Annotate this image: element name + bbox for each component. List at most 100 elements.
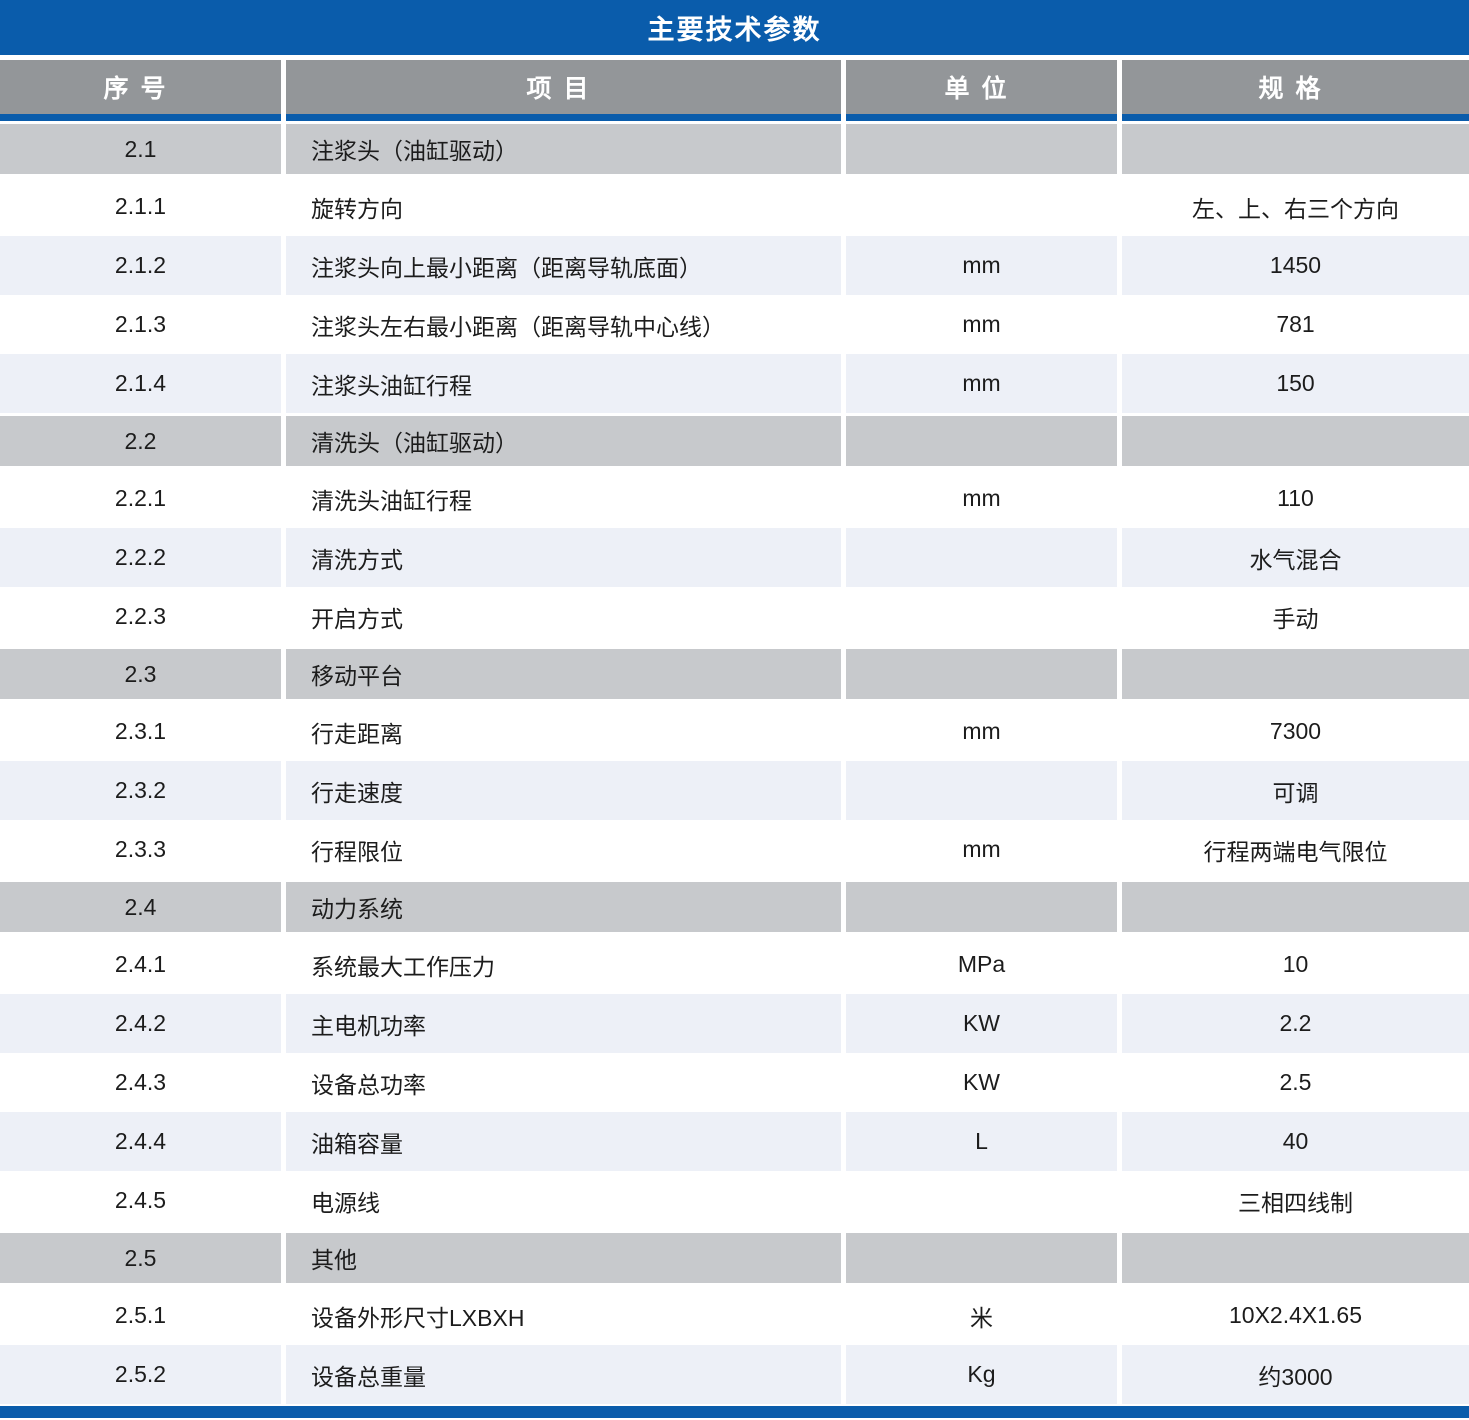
cell-spec (1122, 1233, 1469, 1283)
table-row: 2.3 移动平台 (0, 649, 1469, 699)
cell-spec: 2.5 (1122, 1053, 1469, 1112)
table-row: 2.2 清洗头（油缸驱动） (0, 416, 1469, 466)
cell-no: 2.5 (0, 1233, 286, 1283)
cell-item: 清洗方式 (286, 528, 846, 587)
cell-unit: KW (846, 1053, 1122, 1112)
cell-spec: 40 (1122, 1112, 1469, 1171)
cell-unit: mm (846, 820, 1122, 879)
cell-item: 动力系统 (286, 882, 846, 932)
cell-no: 2.1.3 (0, 295, 286, 354)
cell-no: 2.2 (0, 416, 286, 466)
cell-no: 2.4.4 (0, 1112, 286, 1171)
table-row: 2.1 注浆头（油缸驱动） (0, 124, 1469, 174)
cell-unit: mm (846, 295, 1122, 354)
underline-segment (846, 114, 1122, 121)
cell-item: 电源线 (286, 1171, 846, 1230)
table-row: 2.1.3 注浆头左右最小距离（距离导轨中心线） mm 781 (0, 295, 1469, 354)
cell-spec: 可调 (1122, 761, 1469, 820)
table-body: 2.1 注浆头（油缸驱动） 2.1.1 旋转方向 左、上、右三个方向 2.1.2… (0, 124, 1469, 1404)
cell-no: 2.4 (0, 882, 286, 932)
cell-spec: 150 (1122, 354, 1469, 413)
cell-item: 油箱容量 (286, 1112, 846, 1171)
cell-item: 开启方式 (286, 587, 846, 646)
cell-spec: 约3000 (1122, 1345, 1469, 1404)
cell-item: 设备外形尺寸LXBXH (286, 1286, 846, 1345)
cell-unit (846, 1233, 1122, 1283)
cell-no: 2.4.5 (0, 1171, 286, 1230)
cell-unit: mm (846, 236, 1122, 295)
cell-no: 2.2.1 (0, 469, 286, 528)
table-row: 2.4.3 设备总功率 KW 2.5 (0, 1053, 1469, 1112)
table-row: 2.1.1 旋转方向 左、上、右三个方向 (0, 177, 1469, 236)
cell-spec (1122, 649, 1469, 699)
table-row: 2.4.4 油箱容量 L 40 (0, 1112, 1469, 1171)
table-row: 2.4.2 主电机功率 KW 2.2 (0, 994, 1469, 1053)
cell-item: 行走距离 (286, 702, 846, 761)
cell-no: 2.3.3 (0, 820, 286, 879)
cell-item: 其他 (286, 1233, 846, 1283)
cell-no: 2.1.2 (0, 236, 286, 295)
table-row: 2.1.4 注浆头油缸行程 mm 150 (0, 354, 1469, 413)
cell-unit: KW (846, 994, 1122, 1053)
table-row: 2.5.2 设备总重量 Kg 约3000 (0, 1345, 1469, 1404)
header-underline (0, 114, 1469, 121)
table-row: 2.3.3 行程限位 mm 行程两端电气限位 (0, 820, 1469, 879)
cell-unit: 米 (846, 1286, 1122, 1345)
cell-item: 行程限位 (286, 820, 846, 879)
header-cell-unit: 单位 (846, 60, 1122, 114)
cell-no: 2.1 (0, 124, 286, 174)
cell-item: 注浆头左右最小距离（距离导轨中心线） (286, 295, 846, 354)
cell-spec: 2.2 (1122, 994, 1469, 1053)
cell-no: 2.3.1 (0, 702, 286, 761)
cell-item: 行走速度 (286, 761, 846, 820)
cell-no: 2.5.1 (0, 1286, 286, 1345)
cell-item: 移动平台 (286, 649, 846, 699)
cell-no: 2.1.1 (0, 177, 286, 236)
cell-spec: 781 (1122, 295, 1469, 354)
cell-unit (846, 587, 1122, 646)
cell-unit (846, 882, 1122, 932)
underline-segment (0, 114, 286, 121)
cell-spec: 1450 (1122, 236, 1469, 295)
cell-no: 2.5.2 (0, 1345, 286, 1404)
cell-item: 清洗头油缸行程 (286, 469, 846, 528)
table-row: 2.3.2 行走速度 可调 (0, 761, 1469, 820)
cell-unit (846, 649, 1122, 699)
cell-spec: 左、上、右三个方向 (1122, 177, 1469, 236)
cell-spec: 三相四线制 (1122, 1171, 1469, 1230)
cell-unit (846, 528, 1122, 587)
cell-item: 设备总重量 (286, 1345, 846, 1404)
header-cell-spec: 规格 (1122, 60, 1469, 114)
cell-no: 2.3.2 (0, 761, 286, 820)
table-header-row: 序号 项目 单位 规格 (0, 60, 1469, 114)
cell-unit: mm (846, 354, 1122, 413)
table-title-bar: 主要技术参数 (0, 0, 1469, 55)
table-row: 2.3.1 行走距离 mm 7300 (0, 702, 1469, 761)
cell-no: 2.4.1 (0, 935, 286, 994)
cell-spec: 110 (1122, 469, 1469, 528)
cell-unit (846, 177, 1122, 236)
table-row: 2.5 其他 (0, 1233, 1469, 1283)
table-row: 2.5.1 设备外形尺寸LXBXH 米 10X2.4X1.65 (0, 1286, 1469, 1345)
cell-no: 2.1.4 (0, 354, 286, 413)
cell-unit: Kg (846, 1345, 1122, 1404)
cell-unit: L (846, 1112, 1122, 1171)
header-cell-item: 项目 (286, 60, 846, 114)
cell-spec: 10X2.4X1.65 (1122, 1286, 1469, 1345)
cell-unit: mm (846, 702, 1122, 761)
cell-item: 系统最大工作压力 (286, 935, 846, 994)
cell-item: 注浆头油缸行程 (286, 354, 846, 413)
cell-unit (846, 761, 1122, 820)
underline-segment (1122, 114, 1469, 121)
cell-unit (846, 1171, 1122, 1230)
cell-item: 注浆头（油缸驱动） (286, 124, 846, 174)
table-row: 2.1.2 注浆头向上最小距离（距离导轨底面） mm 1450 (0, 236, 1469, 295)
cell-spec: 行程两端电气限位 (1122, 820, 1469, 879)
cell-item: 旋转方向 (286, 177, 846, 236)
cell-unit (846, 124, 1122, 174)
cell-spec: 手动 (1122, 587, 1469, 646)
cell-spec (1122, 416, 1469, 466)
cell-item: 清洗头（油缸驱动） (286, 416, 846, 466)
cell-item: 注浆头向上最小距离（距离导轨底面） (286, 236, 846, 295)
table-row: 2.4.5 电源线 三相四线制 (0, 1171, 1469, 1230)
